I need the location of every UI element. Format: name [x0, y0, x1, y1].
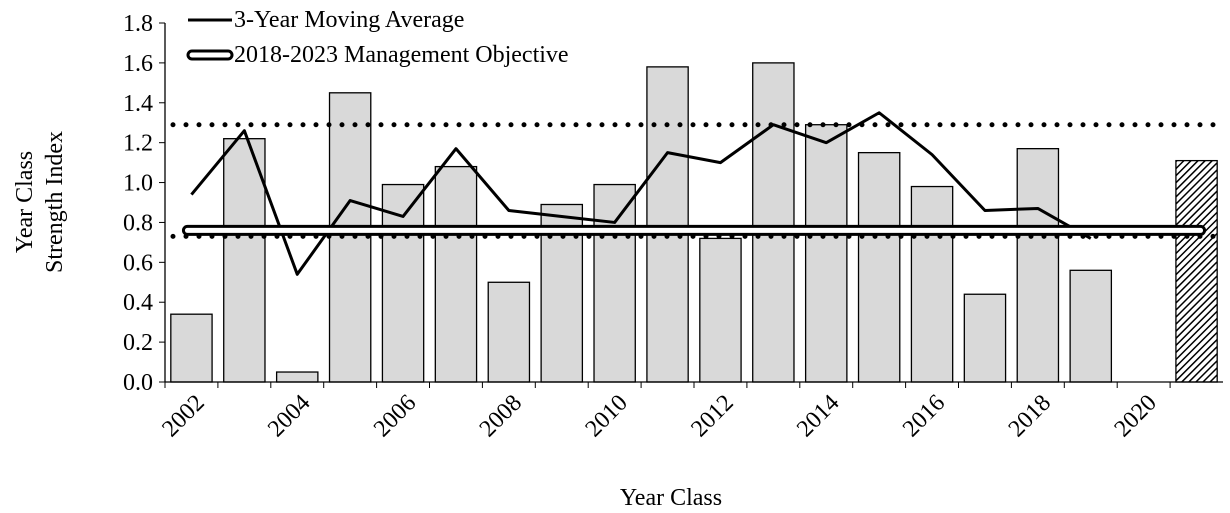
y-tick-label: 0.8 — [123, 210, 153, 236]
bar — [699, 237, 742, 383]
x-tick-label: 2020 — [1110, 390, 1162, 442]
bar — [752, 62, 795, 383]
legend-label: 3-Year Moving Average — [234, 7, 464, 33]
bar — [646, 66, 689, 383]
y-tick-label: 0.2 — [123, 330, 153, 356]
x-axis-title: Year Class — [620, 485, 722, 511]
bar — [857, 151, 901, 383]
legend-label: 2018-2023 Management Objective — [234, 42, 569, 68]
bar — [963, 293, 1007, 383]
y-tick-label: 1.4 — [123, 91, 153, 117]
bar — [223, 138, 266, 383]
bar — [170, 313, 213, 383]
y-axis-title: Year Class — [12, 151, 38, 253]
y-tick-label: 1.6 — [123, 51, 153, 77]
bar — [275, 371, 319, 383]
y-tick-label: 0.4 — [123, 290, 153, 316]
y-axis-title: Strength Index — [42, 131, 68, 273]
x-tick-label: 2008 — [475, 390, 527, 442]
bar — [328, 92, 372, 383]
x-tick-label: 2014 — [792, 390, 844, 442]
x-tick-label: 2004 — [263, 390, 315, 442]
y-tick-label: 0.6 — [123, 250, 153, 276]
x-tick-label: 2010 — [581, 390, 633, 442]
bar — [1175, 159, 1218, 383]
moving-average-line — [190, 111, 1092, 276]
x-tick-label: 2006 — [369, 390, 421, 442]
bar — [910, 185, 954, 383]
x-tick-label: 2016 — [898, 390, 950, 442]
x-tick-label: 2012 — [686, 390, 738, 442]
y-tick-label: 1.2 — [123, 131, 153, 157]
x-tick-label: 2018 — [1004, 390, 1056, 442]
bar — [1069, 269, 1113, 383]
bar — [434, 165, 478, 383]
y-tick-label: 0.0 — [123, 370, 153, 396]
bar — [804, 124, 848, 383]
y-tick-label: 1.8 — [123, 11, 153, 37]
x-tick-label: 2002 — [157, 390, 209, 442]
y-tick-label: 1.0 — [123, 171, 153, 197]
bar — [487, 281, 531, 383]
bar — [1016, 147, 1060, 383]
bar — [593, 183, 636, 383]
